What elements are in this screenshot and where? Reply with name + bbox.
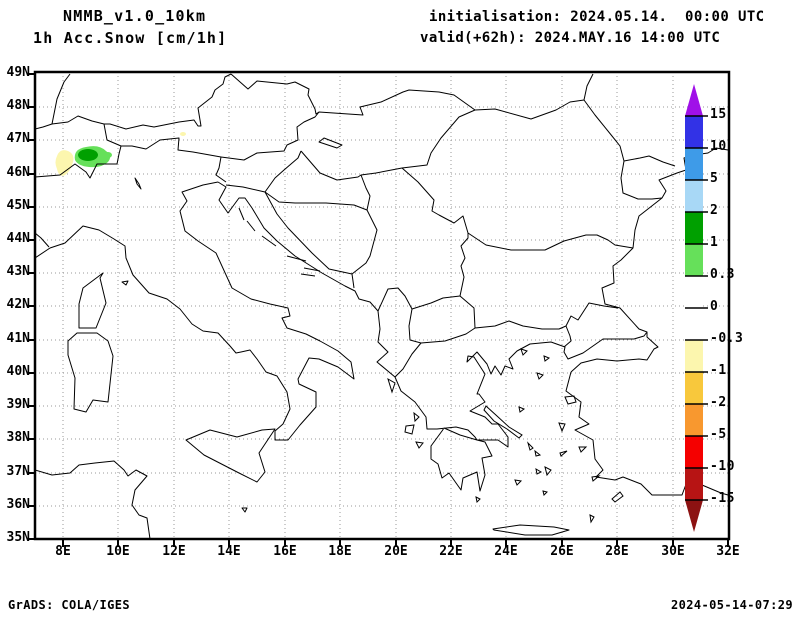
lon-label: 10E xyxy=(106,544,130,559)
lon-label: 32E xyxy=(716,544,740,559)
cbar-label: 15 xyxy=(710,107,727,122)
lon-label: 26E xyxy=(550,544,574,559)
lat-label: 39N xyxy=(6,397,30,412)
cbar-label: -2 xyxy=(710,395,727,410)
init-time-label: initialisation: 2024.05.14. 00:00 UTC xyxy=(429,9,765,25)
lat-label: 37N xyxy=(6,464,30,479)
model-title: NMMB_v1.0_10km xyxy=(63,7,207,25)
country-borders xyxy=(35,73,676,378)
lake-balaton xyxy=(318,137,343,149)
lake-garda xyxy=(134,177,142,190)
colorbar-band xyxy=(685,308,703,340)
cbar-label: 2 xyxy=(710,203,719,218)
field-title: 1h Acc.Snow [cm/1h] xyxy=(33,29,228,47)
cbar-label: 5 xyxy=(710,171,719,186)
lat-label: 38N xyxy=(6,430,30,445)
graticule-grid xyxy=(35,72,729,539)
map-frame xyxy=(33,70,731,541)
colorbar-band xyxy=(685,244,703,276)
colorbar-band xyxy=(685,116,703,148)
lat-label: 48N xyxy=(6,98,30,113)
lon-label: 18E xyxy=(328,544,352,559)
colorbar-band xyxy=(685,180,703,212)
lat-label: 35N xyxy=(6,530,30,545)
cbar-label: 10 xyxy=(710,139,727,154)
colorbar-band xyxy=(685,372,703,404)
cbar-label: -15 xyxy=(710,491,735,506)
snow-patch-mid-dot xyxy=(104,152,112,158)
lon-label: 30E xyxy=(661,544,685,559)
colorbar-band xyxy=(685,468,703,500)
coastlines xyxy=(35,147,729,539)
colorbar-level-ticks xyxy=(685,115,708,501)
snow-speck xyxy=(180,132,186,136)
lat-label: 43N xyxy=(6,264,30,279)
colorbar-band xyxy=(685,436,703,468)
lat-label: 40N xyxy=(6,364,30,379)
cbar-label: 1 xyxy=(710,235,719,250)
lat-label: 45N xyxy=(6,198,30,213)
lon-label: 22E xyxy=(439,544,463,559)
lat-label: 42N xyxy=(6,297,30,312)
colorbar-below-triangle xyxy=(685,500,703,532)
lon-label: 20E xyxy=(384,544,408,559)
cbar-label: -10 xyxy=(710,459,735,474)
cbar-label: -1 xyxy=(710,363,727,378)
lon-label: 28E xyxy=(605,544,629,559)
lon-label: 14E xyxy=(217,544,241,559)
cbar-label: -5 xyxy=(710,427,727,442)
snow-patch-core xyxy=(78,149,98,161)
lat-label: 49N xyxy=(6,65,30,80)
lat-label: 36N xyxy=(6,497,30,512)
valid-time-label: valid(+62h): 2024.MAY.16 14:00 UTC xyxy=(420,30,721,46)
lon-label: 12E xyxy=(162,544,186,559)
colorbar-band xyxy=(685,212,703,244)
lon-label: 24E xyxy=(494,544,518,559)
lat-label: 44N xyxy=(6,231,30,246)
axis-ticks xyxy=(28,73,729,547)
colorbar xyxy=(685,84,708,532)
snow-patch-light xyxy=(55,150,74,176)
lon-label: 16E xyxy=(273,544,297,559)
cbar-label: 0.3 xyxy=(710,267,735,282)
colorbar-band xyxy=(685,276,703,308)
lat-label: 41N xyxy=(6,331,30,346)
lat-label: 47N xyxy=(6,131,30,146)
grads-credit: GrADS: COLA/IGES xyxy=(8,598,130,612)
colorbar-band xyxy=(685,340,703,372)
lon-label: 8E xyxy=(55,544,71,559)
colorbar-band xyxy=(685,148,703,180)
colorbar-above-triangle xyxy=(685,84,703,116)
islands xyxy=(238,207,624,524)
cbar-label: 0 xyxy=(710,299,719,314)
lat-label: 46N xyxy=(6,165,30,180)
cbar-label: -0.3 xyxy=(710,331,744,346)
creation-timestamp: 2024-05-14-07:29 xyxy=(671,598,793,612)
colorbar-band xyxy=(685,404,703,436)
snow-accumulation-patch xyxy=(55,132,186,176)
